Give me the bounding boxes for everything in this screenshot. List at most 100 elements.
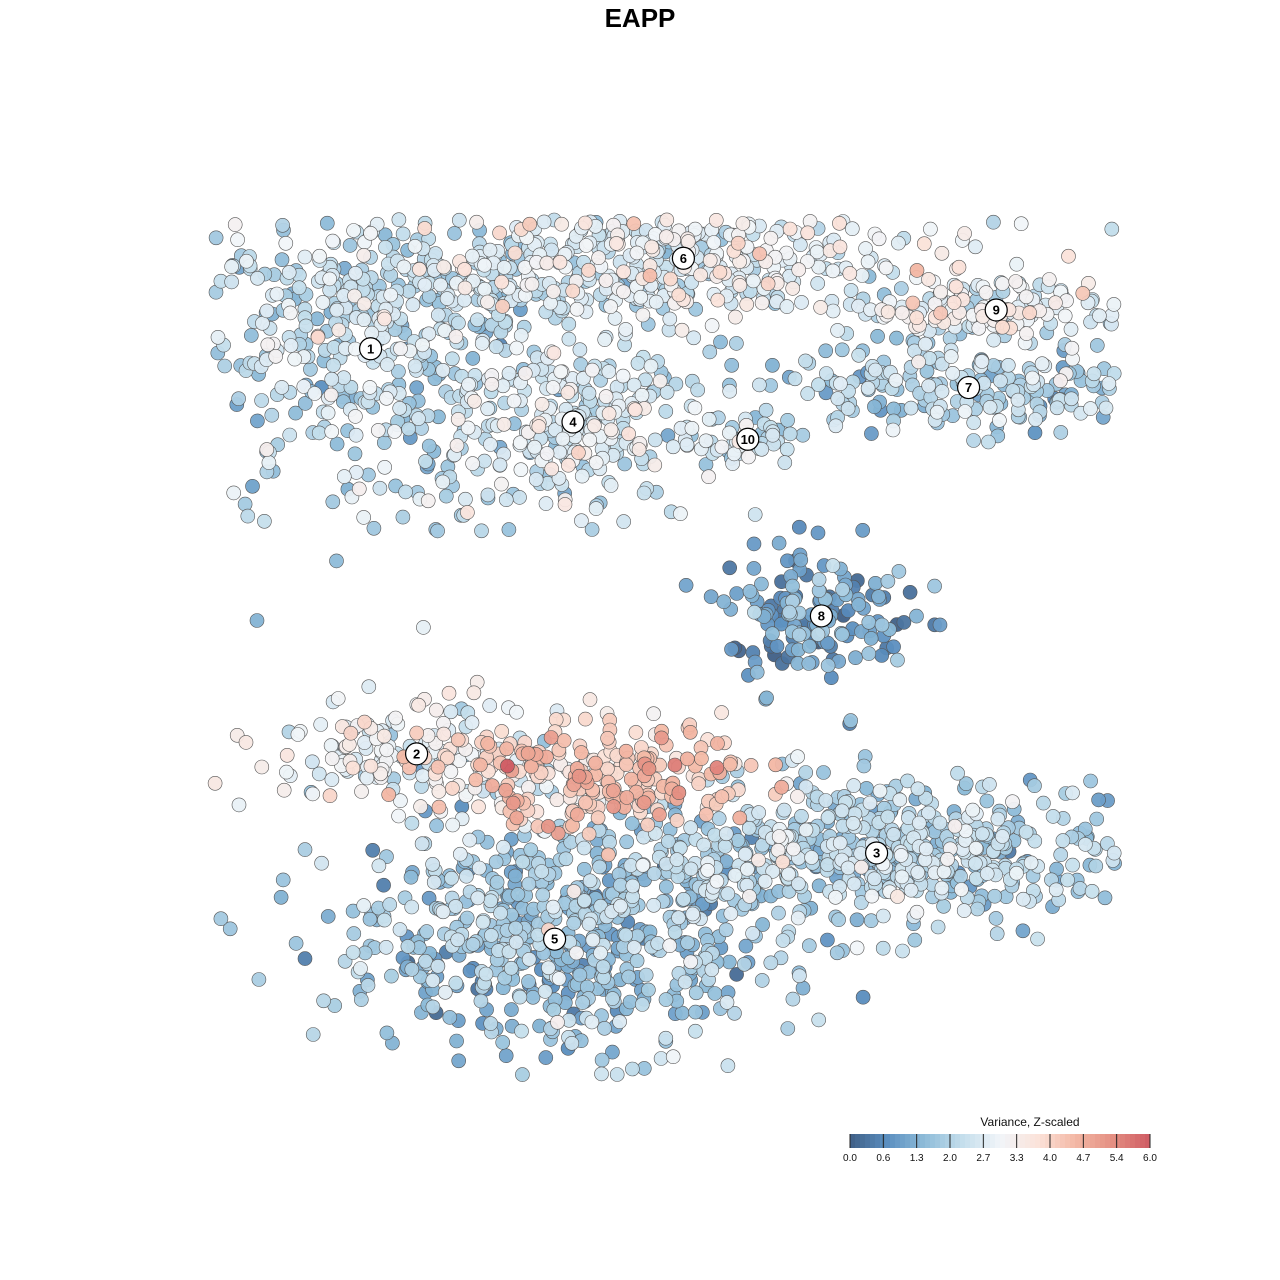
- data-point: [504, 1002, 519, 1017]
- data-point: [667, 924, 683, 940]
- data-point: [638, 967, 654, 983]
- data-point: [342, 238, 358, 253]
- data-point: [1101, 376, 1117, 391]
- data-point: [435, 904, 451, 920]
- data-point: [329, 436, 345, 452]
- data-point: [905, 295, 921, 311]
- data-point: [496, 839, 511, 855]
- data-point: [473, 757, 488, 773]
- data-point: [483, 437, 498, 452]
- data-point: [701, 411, 717, 427]
- data-point: [398, 484, 413, 500]
- data-point: [932, 617, 948, 633]
- data-point: [428, 702, 444, 718]
- data-point: [889, 330, 904, 346]
- data-point: [848, 650, 863, 666]
- data-point: [763, 955, 779, 971]
- data-point: [480, 294, 495, 310]
- colorbar-ticks: 0.0 0.6 1.3 2.0 2.7 3.3 4.0 4.7 5.4 6.0: [843, 1134, 1157, 1164]
- data-point: [278, 236, 294, 251]
- data-point: [1078, 837, 1093, 852]
- data-point: [494, 274, 509, 290]
- colorbar-segment: [1140, 1134, 1146, 1148]
- data-point: [1019, 326, 1034, 341]
- data-point: [781, 866, 796, 882]
- data-point: [988, 911, 1004, 926]
- data-point: [683, 820, 699, 836]
- data-point: [875, 908, 891, 924]
- data-point: [834, 342, 850, 358]
- data-point: [505, 795, 521, 811]
- data-point: [473, 993, 489, 1009]
- data-point: [379, 1025, 395, 1041]
- colorbar-segment: [865, 1134, 871, 1148]
- data-point: [1048, 882, 1064, 898]
- data-point: [1063, 321, 1079, 337]
- data-point: [1086, 366, 1102, 382]
- data-point: [588, 755, 603, 771]
- data-point: [862, 795, 878, 811]
- data-point: [710, 736, 725, 751]
- data-point: [553, 364, 569, 380]
- data-point: [436, 259, 452, 275]
- data-point: [564, 1036, 580, 1051]
- data-point: [717, 839, 733, 854]
- data-point: [986, 332, 1002, 348]
- data-point: [628, 725, 644, 740]
- data-point: [281, 265, 297, 280]
- data-point: [754, 441, 770, 457]
- data-point: [588, 455, 604, 470]
- data-point: [627, 402, 643, 418]
- data-point: [460, 505, 475, 520]
- data-point: [521, 951, 537, 967]
- data-point: [690, 382, 706, 398]
- data-point: [360, 978, 376, 993]
- data-point: [851, 347, 867, 363]
- colorbar-segment: [890, 1134, 896, 1148]
- data-point: [458, 491, 473, 507]
- data-point: [902, 584, 918, 600]
- data-point: [722, 383, 738, 399]
- data-point: [325, 233, 341, 249]
- data-point: [849, 940, 865, 956]
- colorbar-segment: [1095, 1134, 1101, 1148]
- data-point: [464, 248, 480, 264]
- data-point: [730, 235, 746, 251]
- data-point: [626, 216, 642, 231]
- cluster-label-text: 6: [680, 251, 687, 266]
- data-point: [880, 304, 896, 320]
- data-point: [405, 297, 421, 313]
- data-point: [482, 242, 498, 258]
- data-point: [546, 1002, 562, 1018]
- data-point: [330, 691, 346, 706]
- data-point: [819, 366, 834, 381]
- data-point: [483, 893, 498, 909]
- data-point: [704, 962, 720, 978]
- data-point: [601, 364, 617, 379]
- data-point: [861, 614, 877, 630]
- data-point: [910, 781, 926, 797]
- data-point: [930, 919, 946, 935]
- data-point: [782, 604, 797, 620]
- data-point: [471, 799, 486, 815]
- data-point: [356, 248, 372, 263]
- data-point: [560, 385, 576, 400]
- data-point: [437, 984, 453, 1000]
- data-point: [478, 966, 494, 982]
- data-point: [521, 974, 536, 989]
- data-point: [387, 424, 402, 439]
- data-point: [729, 336, 744, 351]
- data-point: [574, 468, 590, 484]
- data-point: [1106, 845, 1122, 861]
- data-point: [618, 927, 634, 943]
- data-point: [780, 553, 795, 569]
- data-point: [351, 481, 367, 497]
- data-point: [993, 373, 1008, 389]
- data-point: [480, 736, 496, 751]
- data-point: [372, 480, 388, 496]
- data-point: [933, 284, 949, 300]
- data-point: [634, 997, 650, 1012]
- data-point: [900, 773, 915, 789]
- data-point: [523, 842, 539, 858]
- data-point: [691, 776, 707, 792]
